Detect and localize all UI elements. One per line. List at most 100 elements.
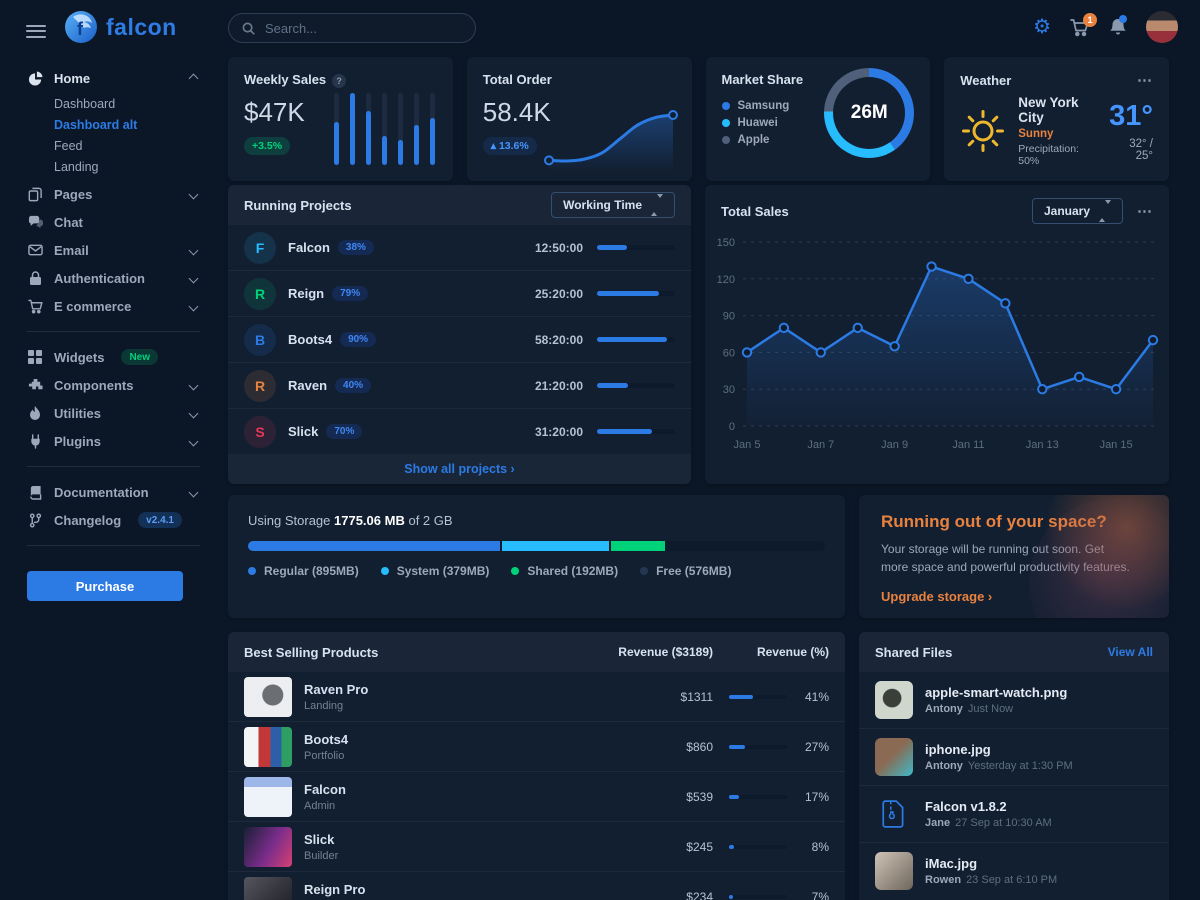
file-thumbnail: [875, 738, 913, 776]
market-share-legend: Samsung Huawei Apple: [721, 100, 915, 146]
project-progress-fill: [597, 429, 652, 434]
sidebar-item-home[interactable]: Home: [27, 64, 200, 92]
product-info: Slick Builder: [304, 832, 617, 862]
sidebar-item-documentation[interactable]: Documentation: [27, 478, 200, 506]
search-bar[interactable]: [228, 13, 476, 43]
sidebar-badge: New: [121, 349, 159, 365]
product-revenue: $539: [686, 789, 713, 804]
project-progress-bar: [597, 337, 675, 342]
project-name[interactable]: Slick: [288, 424, 319, 439]
sidebar-subitem-landing[interactable]: Landing: [54, 159, 99, 174]
legend-label: Regular (895MB): [264, 564, 359, 578]
upgrade-storage-link[interactable]: Upgrade storage ›: [881, 589, 993, 604]
sidebar-divider: [27, 466, 200, 467]
product-progress-bar: [729, 744, 787, 749]
sidebar-item-chat[interactable]: Chat: [27, 208, 200, 236]
bar-fill: [333, 121, 339, 165]
sidebar-subitem-dashboard[interactable]: Dashboard: [54, 96, 116, 111]
sidebar-item-authentication[interactable]: Authentication: [27, 264, 200, 292]
legend-dot: [380, 567, 389, 575]
working-time-select[interactable]: Working Time: [551, 192, 675, 218]
project-name[interactable]: Reign: [288, 286, 325, 301]
hamburger-menu-icon[interactable]: [26, 21, 46, 41]
chevron-down-icon: [188, 487, 199, 497]
project-progress-bar: [597, 245, 675, 250]
sidebar-item-label: E commerce: [54, 298, 132, 314]
file-owner: Antony: [925, 703, 963, 715]
product-name[interactable]: Boots4: [304, 731, 349, 747]
product-row-boots4: Boots4 Portfolio $860 27%: [228, 721, 845, 771]
sidebar-item-pages[interactable]: Pages: [27, 180, 200, 208]
product-thumbnail: [244, 726, 292, 767]
sidebar-item-e-commerce[interactable]: E commerce: [27, 292, 200, 320]
revenue-pct-column-header: Revenue (%): [756, 645, 829, 659]
file-time: 27 Sep at 10:30 AM: [955, 817, 1052, 829]
product-name[interactable]: Slick: [304, 831, 335, 847]
sidebar-item-label: Plugins: [54, 433, 101, 449]
product-category: Admin: [304, 799, 336, 812]
bar-fill: [381, 136, 387, 165]
notifications-bell-icon[interactable]: [1109, 14, 1127, 37]
project-name[interactable]: Falcon: [288, 240, 330, 255]
svg-text:Jan 15: Jan 15: [1100, 439, 1133, 451]
project-avatar: F: [244, 231, 276, 264]
total-sales-menu-icon[interactable]: ⋯: [1137, 203, 1153, 220]
show-all-projects-link[interactable]: Show all projects ›: [404, 462, 515, 476]
weather-menu-icon[interactable]: ⋯: [1137, 72, 1153, 89]
product-progress-fill: [729, 844, 734, 849]
file-time: Yesterday at 1:30 PM: [967, 760, 1073, 772]
month-select[interactable]: January: [1031, 198, 1123, 224]
sidebar-item-email[interactable]: Email: [27, 236, 200, 264]
bar-track: [397, 93, 403, 165]
legend-item-huawei: Huawei: [721, 117, 915, 129]
brand-logo[interactable]: f falcon: [64, 10, 177, 44]
product-info: Raven Pro Landing: [304, 682, 617, 712]
sidebar-item-utilities[interactable]: Utilities: [27, 399, 200, 427]
file-thumbnail: [875, 681, 913, 719]
user-avatar[interactable]: [1146, 11, 1178, 43]
chevron-down-icon: [188, 189, 199, 199]
svg-text:Jan 9: Jan 9: [881, 439, 908, 451]
project-avatar: B: [244, 323, 276, 356]
project-name[interactable]: Boots4: [288, 332, 333, 347]
product-progress-fill: [729, 694, 753, 699]
cart-icon[interactable]: 1: [1070, 12, 1097, 37]
market-share-donut-chart: 26M: [824, 68, 915, 158]
product-name[interactable]: Reign Pro: [304, 881, 366, 897]
file-name[interactable]: iMac.jpg: [925, 856, 978, 871]
product-name[interactable]: Falcon: [304, 781, 346, 797]
sidebar-item-plugins[interactable]: Plugins: [27, 427, 200, 455]
storage-legend-system: System (379MB): [380, 564, 489, 578]
file-row-iphone-jpg: iphone.jpg Antony Yesterday at 1:30 PM: [859, 728, 1169, 785]
project-row-boots4: B Boots4 90% 58:20:00: [228, 316, 691, 362]
sidebar-item-label: Home: [54, 70, 91, 86]
file-thumbnail: [875, 852, 913, 890]
search-input[interactable]: [263, 19, 462, 37]
help-icon[interactable]: ?: [332, 74, 347, 88]
sidebar-item-components[interactable]: Components: [27, 371, 200, 399]
weather-precipitation: Precipitation: 50%: [1018, 143, 1079, 167]
product-name[interactable]: Raven Pro: [304, 681, 369, 697]
product-progress-bar: [729, 694, 787, 699]
product-percent: 8%: [811, 839, 829, 854]
chat-icon: [27, 215, 43, 229]
sidebar-item-label: Widgets: [54, 349, 105, 365]
project-percent-badge: 38%: [337, 240, 374, 255]
space-card-body: Your storage will be running out soon. G…: [881, 542, 1130, 574]
falcon-logo-icon: f: [64, 10, 98, 44]
sidebar-item-changelog[interactable]: Changelog v2.4.1: [27, 506, 200, 534]
project-name[interactable]: Raven: [288, 378, 328, 393]
purchase-button[interactable]: Purchase: [27, 571, 183, 601]
sidebar-subitem-feed[interactable]: Feed: [54, 138, 83, 153]
sidebar-subitem-dashboard-alt[interactable]: Dashboard alt: [54, 117, 138, 132]
bar-fill: [349, 93, 355, 165]
file-name[interactable]: apple-smart-watch.png: [925, 685, 1068, 700]
search-icon: [242, 22, 255, 35]
sidebar-item-widgets[interactable]: Widgets New: [27, 343, 200, 371]
file-name[interactable]: Falcon v1.8.2: [925, 799, 1007, 814]
settings-gear-icon[interactable]: ⚙: [1033, 16, 1051, 38]
product-info: Boots4 Portfolio: [304, 732, 617, 762]
file-name[interactable]: iphone.jpg: [925, 742, 991, 757]
product-percent: 41%: [804, 689, 829, 704]
view-all-link[interactable]: View All: [1107, 645, 1153, 659]
